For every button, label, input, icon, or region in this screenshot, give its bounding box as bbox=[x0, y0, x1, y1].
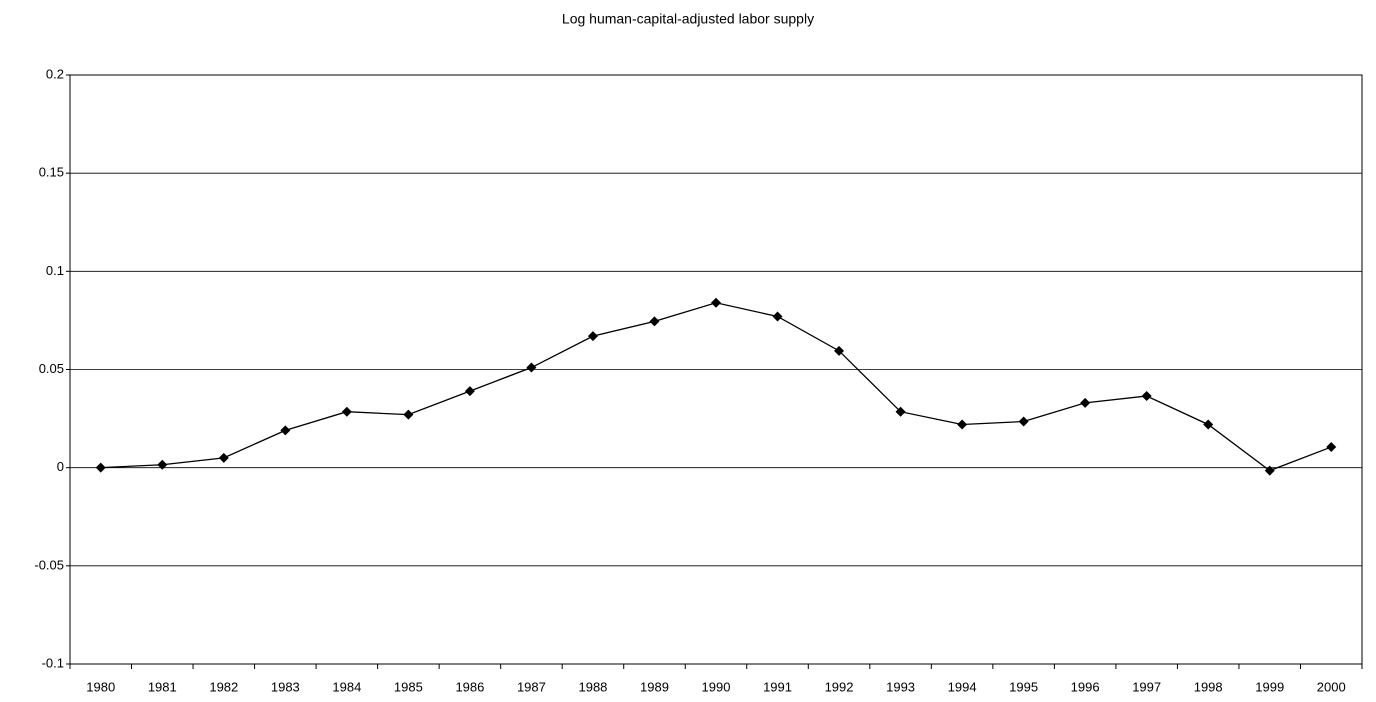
data-marker bbox=[526, 362, 537, 373]
y-tick-label: 0.2 bbox=[46, 66, 64, 81]
data-marker bbox=[95, 462, 106, 473]
x-tick-label: 1983 bbox=[271, 679, 300, 694]
data-line bbox=[100, 302, 1332, 472]
x-tick-label: 1982 bbox=[209, 679, 238, 694]
data-marker bbox=[895, 406, 906, 417]
x-tick-label: 1987 bbox=[517, 679, 546, 694]
x-tick-label: 1997 bbox=[1132, 679, 1161, 694]
data-marker bbox=[157, 459, 168, 470]
x-tick-label: 1981 bbox=[148, 679, 177, 694]
y-tick-label: 0 bbox=[57, 459, 64, 474]
data-marker bbox=[711, 297, 721, 308]
x-tick-label: 1988 bbox=[578, 679, 607, 694]
data-marker bbox=[403, 409, 414, 420]
y-tick-label: 0.1 bbox=[46, 263, 64, 278]
data-marker bbox=[1326, 442, 1337, 453]
data-marker bbox=[341, 406, 352, 417]
x-tick-label: 1999 bbox=[1255, 679, 1284, 694]
data-marker bbox=[280, 425, 291, 436]
x-tick-label: 1990 bbox=[702, 679, 731, 694]
x-tick-label: 1992 bbox=[825, 679, 854, 694]
y-tick-label: 0.15 bbox=[39, 165, 64, 180]
x-tick-label: 1980 bbox=[86, 679, 115, 694]
y-tick-label: -0.05 bbox=[34, 557, 64, 572]
x-tick-label: 1991 bbox=[763, 679, 792, 694]
x-tick-label: 1989 bbox=[640, 679, 669, 694]
data-marker bbox=[218, 452, 229, 463]
x-tick-label: 1993 bbox=[886, 679, 915, 694]
data-marker bbox=[1264, 465, 1275, 476]
data-marker bbox=[587, 331, 598, 342]
x-tick-label: 1994 bbox=[948, 679, 977, 694]
x-tick-label: 1986 bbox=[455, 679, 484, 694]
x-tick-label: 1996 bbox=[1071, 679, 1100, 694]
x-tick-label: 2000 bbox=[1317, 679, 1346, 694]
data-marker bbox=[464, 386, 475, 397]
data-marker bbox=[649, 316, 660, 327]
x-tick-label: 1995 bbox=[1009, 679, 1038, 694]
data-marker bbox=[1141, 391, 1152, 402]
y-tick-label: 0.05 bbox=[39, 361, 64, 376]
data-marker bbox=[772, 311, 783, 322]
data-marker bbox=[1203, 419, 1214, 430]
data-marker bbox=[957, 419, 968, 430]
x-tick-label: 1984 bbox=[332, 679, 361, 694]
y-tick-label: -0.1 bbox=[42, 655, 64, 670]
x-tick-label: 1985 bbox=[394, 679, 423, 694]
data-marker bbox=[834, 345, 845, 356]
data-marker bbox=[1018, 416, 1029, 427]
x-tick-label: 1998 bbox=[1194, 679, 1223, 694]
chart-title: Log human-capital-adjusted labor supply bbox=[562, 11, 814, 27]
data-marker bbox=[1080, 397, 1091, 408]
